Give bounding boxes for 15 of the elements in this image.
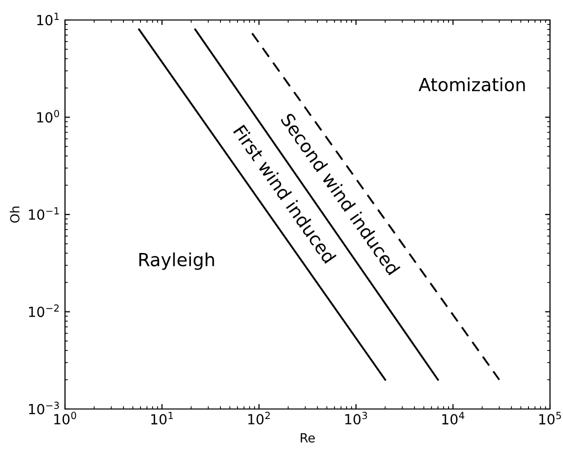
x-tick-label: 10$^{2}$ — [248, 412, 270, 425]
y-tick-label: 10$^{−3}$ — [29, 402, 59, 414]
x-tick-label: 10$^{4}$ — [442, 412, 464, 425]
x-tick-label: 10$^{5}$ — [539, 412, 561, 425]
y-axis-title: Oh — [10, 206, 20, 223]
x-tick-label: 10$^{3}$ — [345, 412, 367, 425]
x-axis-title: Re — [300, 433, 315, 443]
x-tick-label: 10$^{1}$ — [151, 412, 173, 425]
y-tick-label: 10$^{−1}$ — [29, 207, 59, 220]
x-tick-label: 10$^{0}$ — [54, 412, 76, 425]
y-tick-label: 10$^{−2}$ — [29, 304, 59, 318]
y-tick-label: 10$^{1}$ — [37, 12, 59, 26]
annotation: Atomization — [418, 77, 525, 92]
annotation: Rayleigh — [139, 252, 214, 270]
y-tick-label: 10$^{0}$ — [37, 110, 60, 123]
